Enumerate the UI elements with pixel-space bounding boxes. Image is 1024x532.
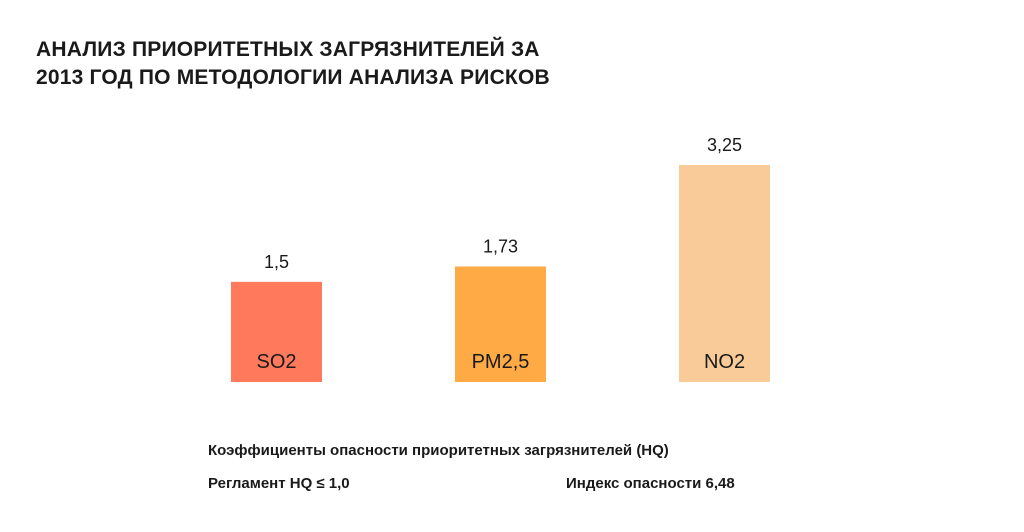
bar-value-label: 1,5 [264,252,289,272]
chart-title-line-2: 2013 ГОД ПО МЕТОДОЛОГИИ АНАЛИЗА РИСКОВ [36,66,550,89]
chart-title: АНАЛИЗ ПРИОРИТЕТНЫХ ЗАГРЯЗНИТЕЛЕЙ ЗА 201… [36,36,736,92]
bar-category-label: SO2 [256,351,296,373]
bar-so2 [231,281,322,382]
chart-caption: Коэффициенты опасности приоритетных загр… [208,442,669,459]
chart-title-line-1: АНАЛИЗ ПРИОРИТЕТНЫХ ЗАГРЯЗНИТЕЛЕЙ ЗА [36,38,540,61]
bar-category-label: PM2,5 [472,351,530,373]
bar-value-label: 1,73 [483,236,518,256]
bar-no2 [679,165,770,382]
bar-value-label: 3,25 [707,135,742,155]
regulation-note: Регламент HQ ≤ 1,0 [208,475,350,492]
bar-category-label: NO2 [704,351,745,373]
bar-pm25 [455,266,546,382]
hazard-index: Индекс опасности 6,48 [566,475,735,492]
